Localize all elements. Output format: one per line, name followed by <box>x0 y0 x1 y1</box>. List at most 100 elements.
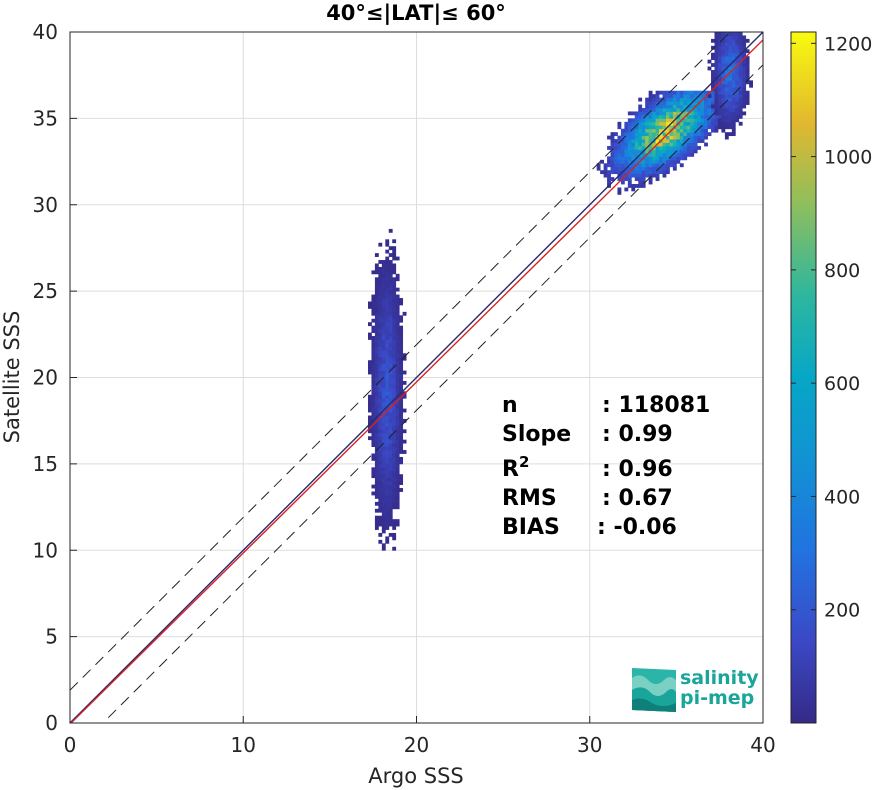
density-cell <box>738 94 743 99</box>
density-cell <box>610 146 615 150</box>
density-cell <box>631 152 636 157</box>
density-cell <box>724 132 729 137</box>
density-cell <box>672 166 677 171</box>
density-cell <box>374 346 379 351</box>
density-cell <box>388 266 393 271</box>
density-cell <box>627 159 632 164</box>
density-cell <box>395 474 400 479</box>
colorbar-tick-label: 400 <box>824 486 860 508</box>
density-cell <box>388 370 393 375</box>
density-cell <box>624 156 629 161</box>
density-cell <box>399 408 404 413</box>
density-cell <box>395 453 400 458</box>
density-cell <box>385 536 390 541</box>
density-cell <box>645 173 650 178</box>
density-cell <box>665 142 670 147</box>
density-cell <box>652 101 656 105</box>
density-cell <box>392 450 397 454</box>
density-cell <box>731 83 736 88</box>
density-cell <box>728 87 733 92</box>
density-cell <box>652 111 656 116</box>
density-cell <box>371 412 376 416</box>
density-cell <box>645 125 650 130</box>
density-cell <box>381 453 386 458</box>
density-cell <box>374 253 379 257</box>
density-cell <box>610 135 615 140</box>
density-cell <box>749 80 753 85</box>
density-cell <box>385 249 390 254</box>
density-cell <box>693 135 698 140</box>
density-cell <box>693 142 698 147</box>
density-cell <box>378 291 383 295</box>
density-cell <box>399 384 404 389</box>
density-cell <box>388 408 393 413</box>
density-cell <box>371 380 376 385</box>
density-cell <box>367 429 372 434</box>
density-cell <box>728 101 733 105</box>
density-cell <box>392 308 397 313</box>
density-cell <box>620 159 625 164</box>
density-cell <box>672 156 677 161</box>
density-cell <box>676 97 681 102</box>
density-cell <box>652 128 656 133</box>
density-cell <box>638 104 643 109</box>
density-cell <box>367 418 372 423</box>
density-cell <box>745 97 750 102</box>
density-cell <box>742 111 747 116</box>
density-cell <box>367 360 372 365</box>
density-cell <box>378 467 383 472</box>
density-cell <box>392 463 397 468</box>
density-cell <box>655 177 660 181</box>
density-cell <box>742 38 747 43</box>
density-cell <box>378 384 383 389</box>
density-cell <box>374 494 379 499</box>
density-cell <box>721 104 726 109</box>
density-cell <box>381 377 386 382</box>
density-cell <box>645 108 650 112</box>
density-cell <box>665 101 670 105</box>
density-cell <box>392 477 397 482</box>
density-cell <box>624 177 629 181</box>
density-cell <box>617 166 622 171</box>
density-cell <box>676 149 681 154</box>
density-cell <box>395 498 400 503</box>
density-cell <box>381 498 386 503</box>
density-cell <box>634 170 639 175</box>
density-cell <box>378 325 383 330</box>
density-cell <box>395 356 400 361</box>
density-cell <box>374 477 379 482</box>
density-cell <box>378 266 383 271</box>
density-cell <box>395 332 400 337</box>
density-cell <box>388 512 393 517</box>
density-cell <box>659 111 663 116</box>
density-cell <box>399 346 404 351</box>
density-cell <box>381 270 386 275</box>
density-cell <box>679 114 684 119</box>
density-cell <box>388 349 393 354</box>
density-cell <box>388 339 393 344</box>
density-cell <box>388 374 393 378</box>
density-cell <box>381 332 386 337</box>
density-cell <box>721 94 726 99</box>
density-cell <box>652 104 656 109</box>
density-cell <box>742 97 747 102</box>
density-cell <box>648 177 653 181</box>
density-cell <box>676 94 681 99</box>
density-cell <box>704 104 708 109</box>
x-tick-label: 10 <box>231 733 256 757</box>
density-cell <box>745 73 750 78</box>
density-cell <box>385 508 390 513</box>
density-cell <box>731 104 736 109</box>
density-cell <box>392 498 397 503</box>
density-cell <box>399 367 404 371</box>
density-cell <box>655 166 660 171</box>
stat-rms-value: : 0.67 <box>602 486 673 511</box>
density-cell <box>714 87 719 92</box>
density-cell <box>395 298 400 302</box>
density-cell <box>697 125 702 130</box>
colorbar-tick-label: 600 <box>824 373 860 395</box>
density-cell <box>662 170 667 175</box>
density-cell <box>392 484 397 489</box>
density-cell <box>728 94 733 99</box>
density-cell <box>738 80 743 85</box>
